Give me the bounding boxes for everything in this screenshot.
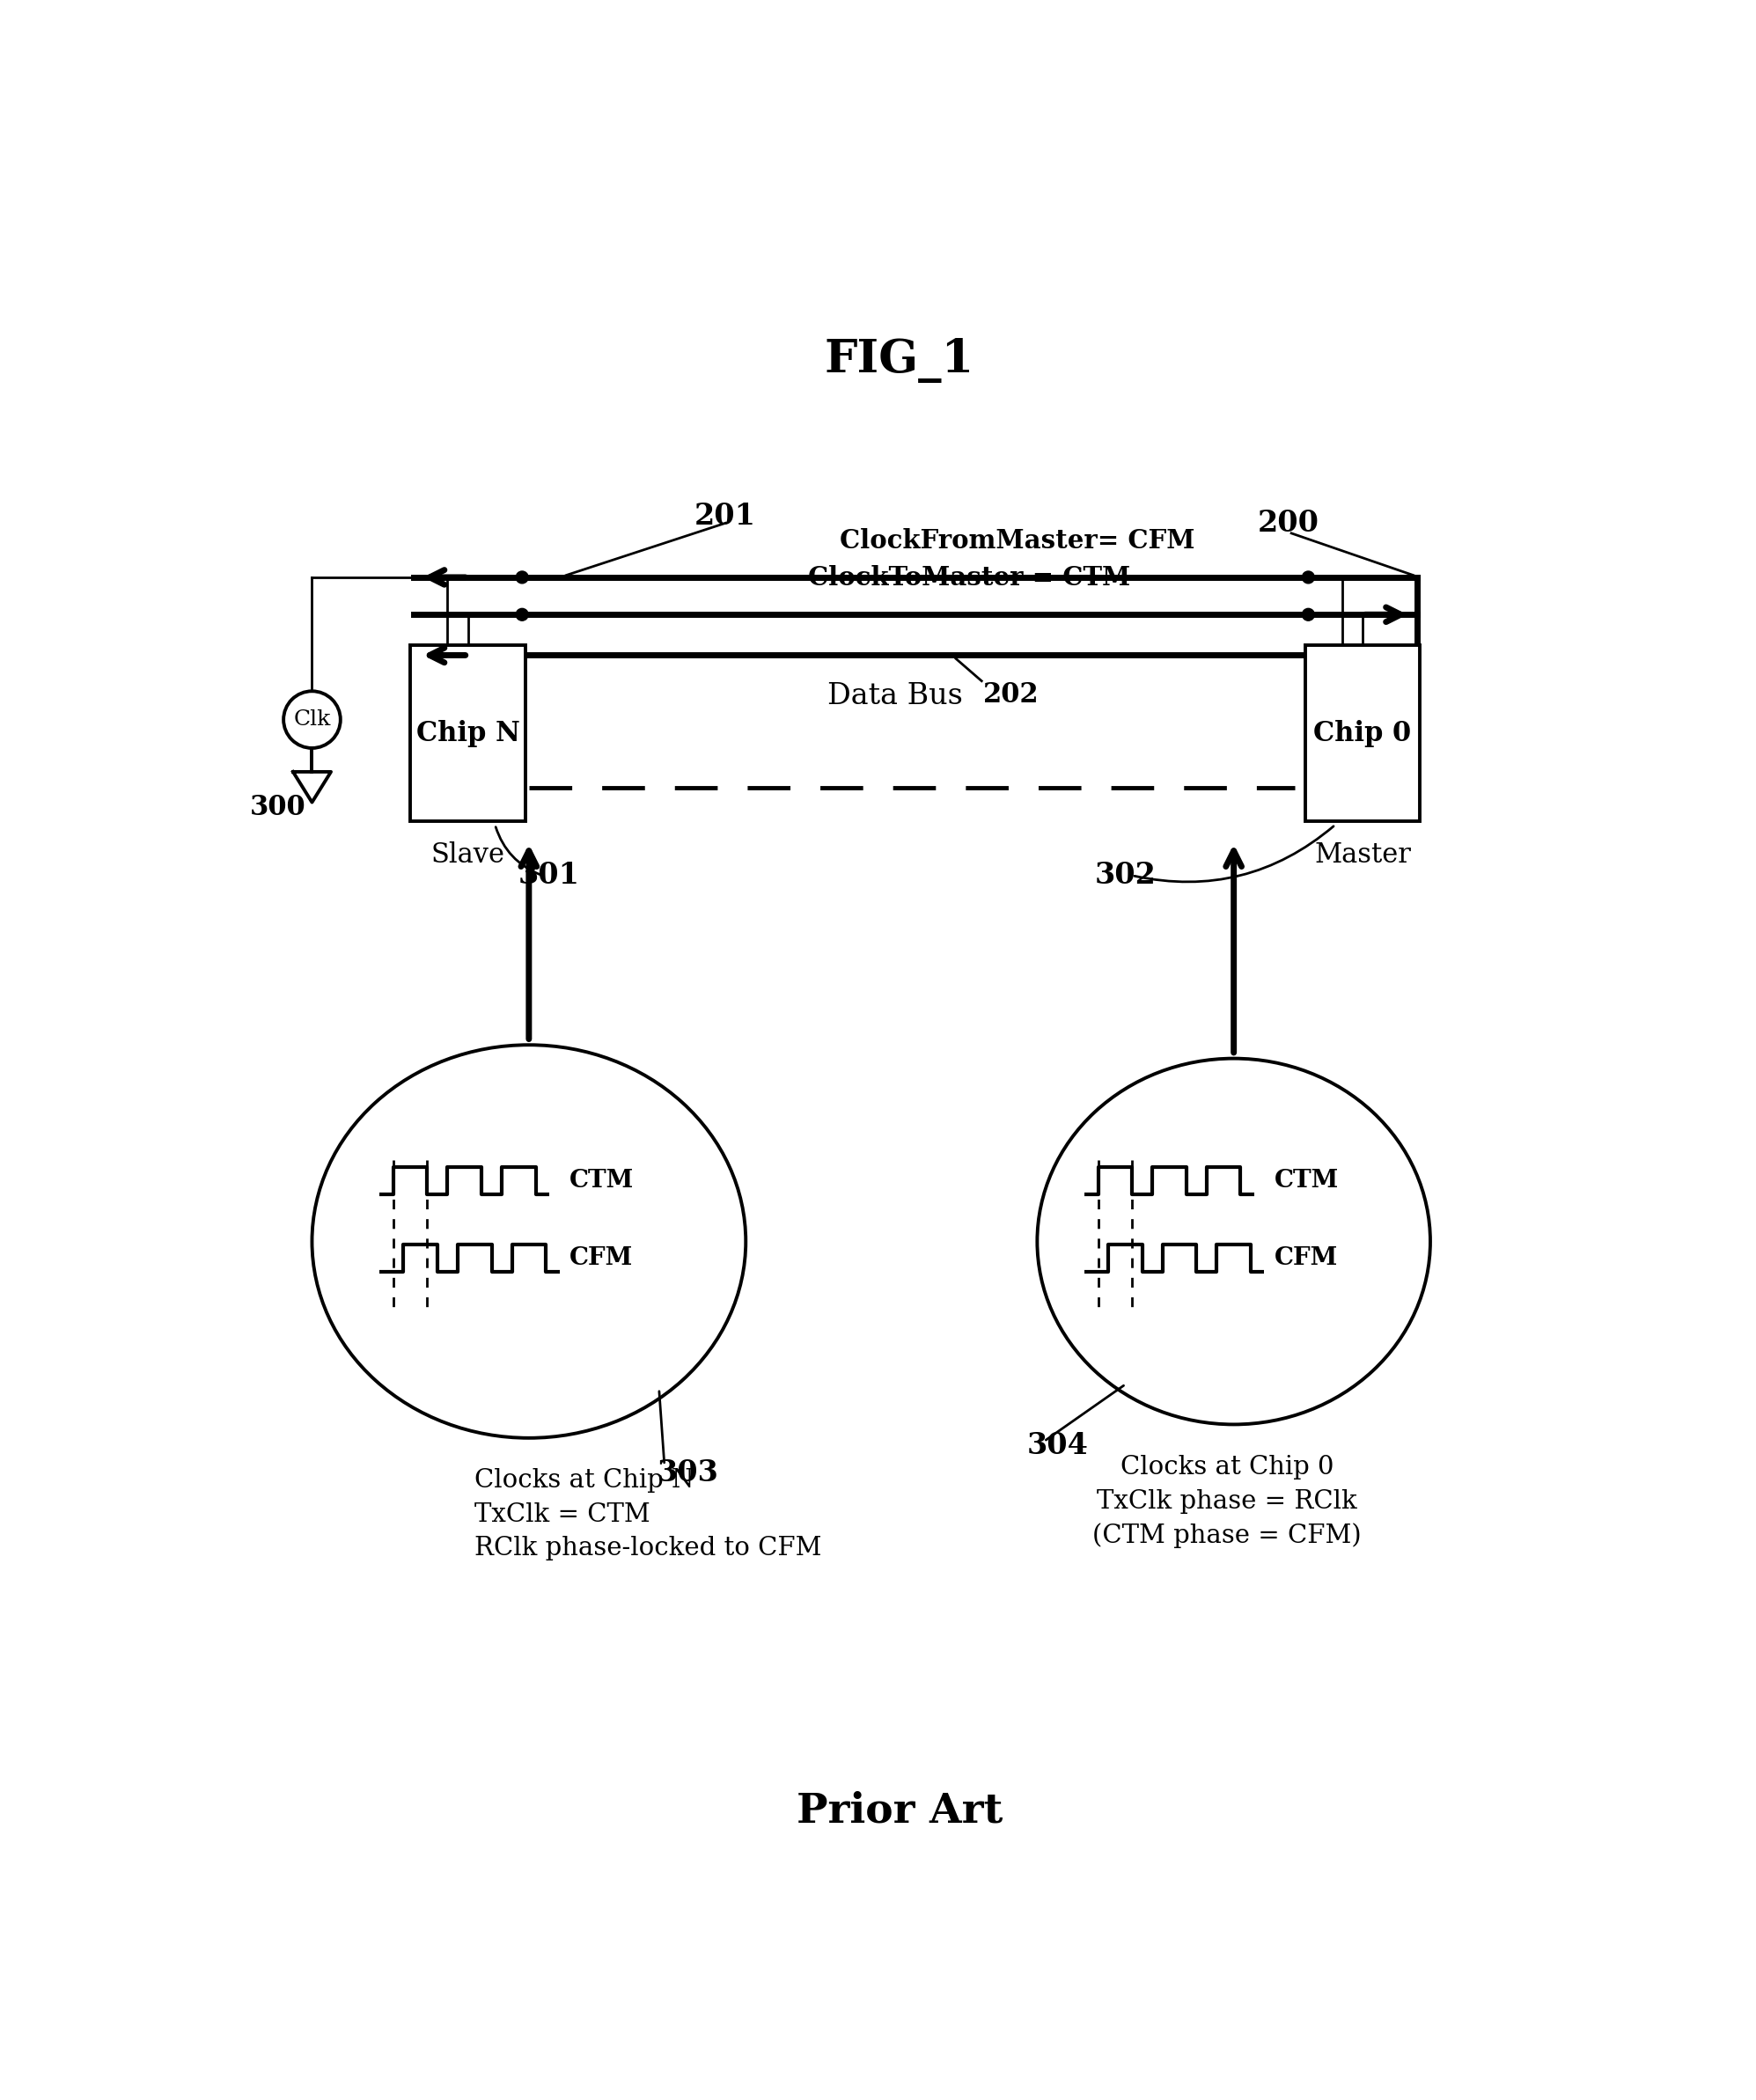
Text: Prior Art: Prior Art [797,1791,1003,1831]
Text: 202: 202 [983,680,1040,708]
Text: 304: 304 [1027,1432,1089,1460]
Text: ClockFromMaster= CFM: ClockFromMaster= CFM [839,527,1194,554]
Text: 300: 300 [249,794,306,821]
Text: Chip N: Chip N [416,720,520,748]
Text: Data Bus: Data Bus [827,683,962,710]
Bar [411,645,525,821]
Text: Clocks at Chip 0: Clocks at Chip 0 [1120,1455,1335,1480]
Text: CFM: CFM [569,1247,634,1270]
Text: Clocks at Chip N: Clocks at Chip N [474,1468,694,1493]
Ellipse shape [313,1046,746,1439]
Circle shape [516,571,529,584]
Text: Slave: Slave [430,842,506,869]
Text: CTM: CTM [569,1168,634,1193]
Circle shape [1303,609,1315,622]
Text: 302: 302 [1094,861,1155,890]
Circle shape [283,691,341,748]
Text: ClockToMaster = CTM: ClockToMaster = CTM [808,565,1131,590]
Text: TxClk = CTM: TxClk = CTM [474,1502,650,1527]
Text: Chip 0: Chip 0 [1313,720,1412,748]
Text: Master: Master [1313,842,1410,869]
Text: CTM: CTM [1275,1168,1338,1193]
Text: 200: 200 [1257,508,1319,538]
Text: 301: 301 [518,861,579,890]
Text: FIG_1: FIG_1 [825,338,975,382]
Text: CFM: CFM [1275,1247,1338,1270]
Circle shape [516,609,529,622]
Ellipse shape [1038,1058,1431,1424]
Text: 303: 303 [658,1457,720,1487]
Text: RClk phase-locked to CFM: RClk phase-locked to CFM [474,1537,822,1560]
Text: (CTM phase = CFM): (CTM phase = CFM) [1092,1522,1361,1548]
Text: Clk: Clk [293,710,330,729]
Bar [1305,645,1421,821]
Text: TxClk phase = RClk: TxClk phase = RClk [1098,1489,1357,1514]
Text: 201: 201 [695,502,757,531]
Circle shape [1303,571,1315,584]
